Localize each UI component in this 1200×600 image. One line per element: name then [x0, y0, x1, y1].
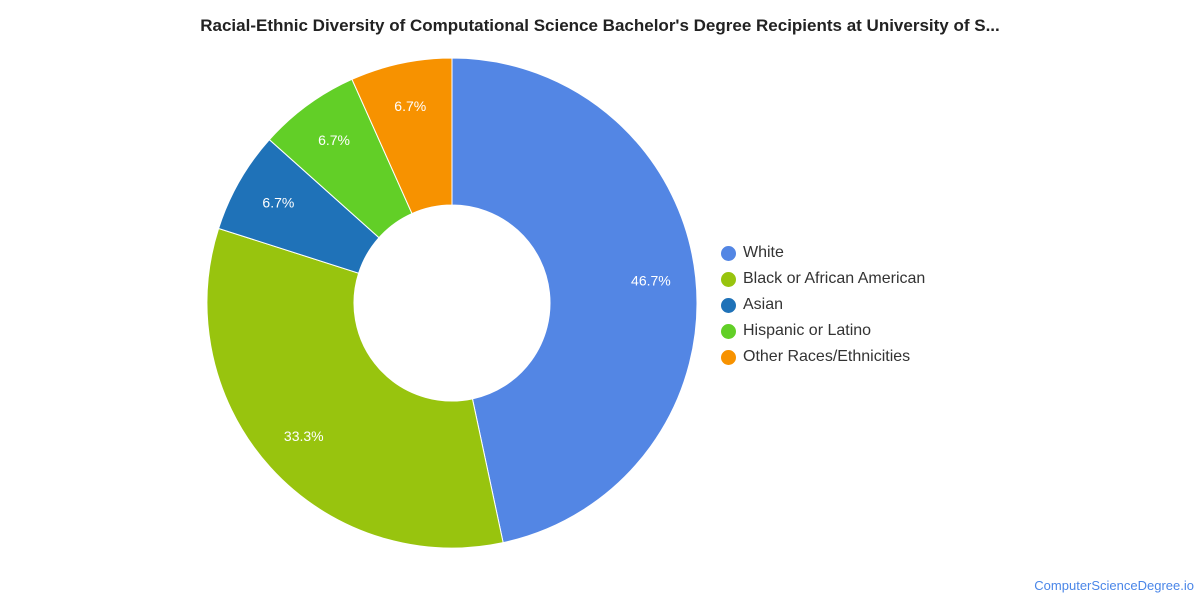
legend-label: White: [743, 244, 784, 261]
legend-swatch: [721, 271, 736, 287]
chart-title: Racial-Ethnic Diversity of Computational…: [200, 16, 1000, 35]
legend-item[interactable]: Other Races/Ethnicities: [721, 344, 925, 370]
slice-data-label: 46.7%: [631, 273, 671, 289]
slice-data-label: 6.7%: [394, 98, 426, 114]
legend-label: Hispanic or Latino: [743, 322, 872, 339]
legend-swatch: [721, 349, 736, 365]
legend-item[interactable]: Hispanic or Latino: [721, 318, 925, 344]
chart-legend: White Black or African American Asian Hispa…: [721, 240, 925, 370]
slice-black-or-african-american[interactable]: [206, 227, 504, 549]
legend-swatch: [721, 297, 736, 313]
legend-label: Black or African American: [743, 270, 926, 287]
slice-data-label: 6.7%: [262, 194, 294, 210]
legend-label: Other Races/Ethnicities: [743, 348, 911, 365]
legend-swatch: [721, 323, 736, 339]
source-credit[interactable]: ComputerScienceDegree.io: [1034, 578, 1194, 593]
legend-label: Asian: [743, 296, 784, 313]
slice-white[interactable]: [451, 57, 698, 544]
slice-data-label: 6.7%: [318, 132, 350, 148]
legend-item[interactable]: Asian: [721, 292, 925, 318]
slice-other-races-ethnicities[interactable]: [351, 57, 453, 215]
legend-item[interactable]: Black or African American: [721, 266, 925, 292]
legend-item[interactable]: White: [721, 240, 925, 266]
slice-data-label: 33.3%: [284, 428, 324, 444]
legend-swatch: [721, 245, 736, 261]
